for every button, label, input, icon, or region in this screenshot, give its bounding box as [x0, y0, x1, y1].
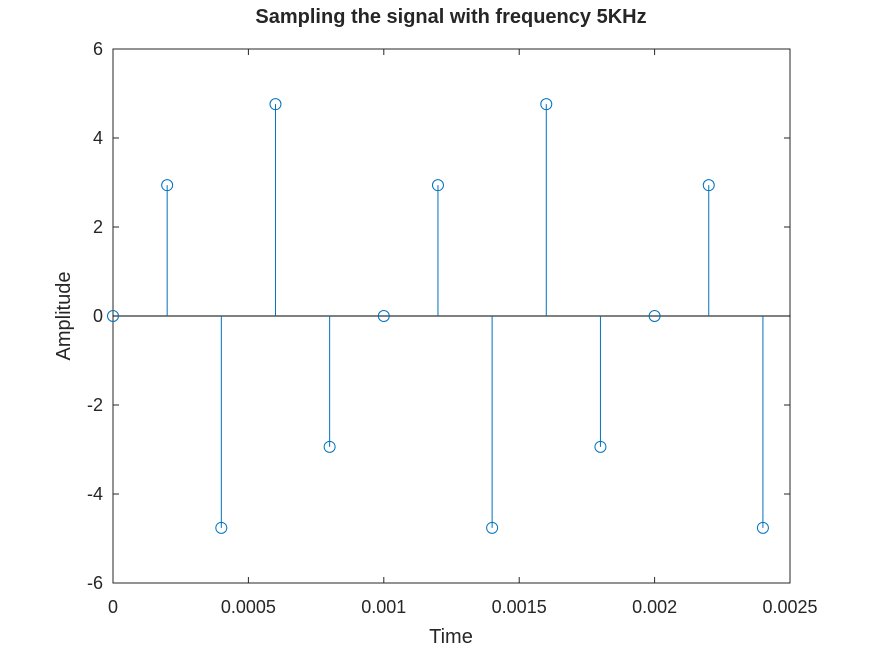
- x-tick-label: 0.001: [361, 597, 406, 617]
- stem-marker: [269, 98, 282, 111]
- y-tick-label: 6: [93, 39, 103, 59]
- y-tick-label: -2: [87, 395, 103, 415]
- stem-marker: [540, 98, 553, 111]
- axis-ticks: 0 0.0005 0.001 0.0015 0.002 0.0025 -6 -4 -2 0 2 4 6: [87, 39, 818, 617]
- x-axis-label: Time: [429, 626, 473, 648]
- y-axis-label: Amplitude: [53, 272, 75, 361]
- y-tick-label: -4: [87, 484, 103, 504]
- y-tick-label: 0: [93, 306, 103, 326]
- stem-marker: [486, 521, 499, 534]
- x-tick-label: 0.002: [632, 597, 677, 617]
- y-tick-label: -6: [87, 573, 103, 593]
- y-tick-label: 4: [93, 128, 103, 148]
- stem-marker: [215, 521, 228, 534]
- stem-marker: [431, 179, 444, 192]
- stem-marker: [702, 179, 715, 192]
- stem-marker: [323, 440, 336, 453]
- x-tick-label: 0.0015: [492, 597, 547, 617]
- stem-marker: [594, 440, 607, 453]
- stem-marker: [377, 310, 390, 322]
- stem-series: [107, 98, 769, 534]
- stem-marker: [756, 521, 769, 534]
- x-tick-label: 0: [108, 597, 118, 617]
- chart-title: Sampling the signal with frequency 5KHz: [255, 6, 646, 28]
- x-tick-label: 0.0005: [221, 597, 276, 617]
- stem-marker: [161, 179, 174, 192]
- y-tick-label: 2: [93, 217, 103, 237]
- stem-marker: [648, 310, 661, 322]
- x-tick-label: 0.0025: [762, 597, 817, 617]
- stem-marker: [107, 310, 119, 322]
